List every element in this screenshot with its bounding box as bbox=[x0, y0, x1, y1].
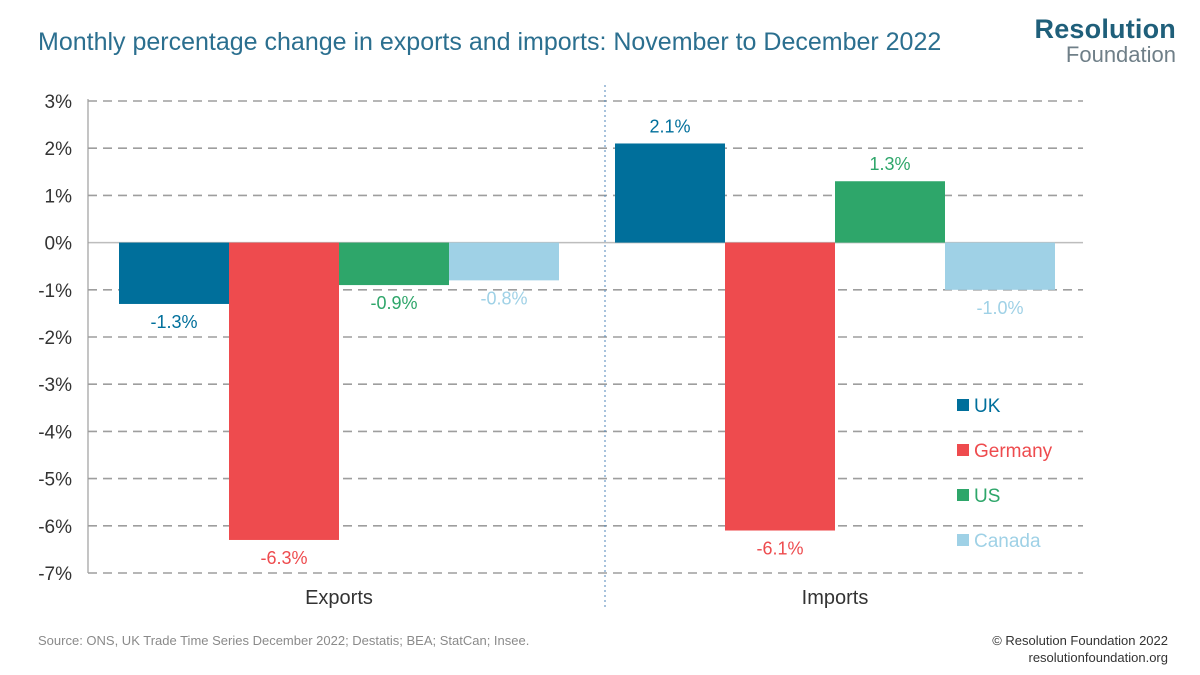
legend-label-uk: UK bbox=[974, 396, 1001, 417]
y-tick-label: 0% bbox=[45, 234, 73, 255]
x-category-label: Exports bbox=[305, 587, 373, 609]
bar-germany-exports bbox=[229, 242, 339, 540]
bar-us-exports bbox=[339, 242, 449, 286]
legend-label-canada: Canada bbox=[974, 531, 1041, 552]
bar-germany-imports bbox=[725, 242, 835, 531]
source-note: Source: ONS, UK Trade Time Series Decemb… bbox=[38, 633, 530, 648]
y-tick-label: -7% bbox=[38, 564, 72, 585]
bar-canada-imports bbox=[945, 242, 1055, 290]
copyright-text: © Resolution Foundation 2022 bbox=[992, 633, 1168, 648]
bar-canada-exports bbox=[449, 242, 559, 281]
data-label: 2.1% bbox=[649, 116, 690, 136]
bar-uk-imports bbox=[615, 143, 725, 243]
legend-label-us: US bbox=[974, 486, 1000, 507]
data-label: -1.3% bbox=[150, 312, 197, 332]
legend-swatch-uk bbox=[957, 399, 969, 411]
x-category-label: Imports bbox=[802, 587, 869, 609]
y-tick-label: -5% bbox=[38, 470, 72, 491]
y-tick-label: 1% bbox=[45, 186, 73, 207]
y-tick-label: -3% bbox=[38, 375, 72, 396]
data-label: -0.8% bbox=[480, 288, 527, 308]
legend-swatch-us bbox=[957, 489, 969, 501]
y-tick-label: -1% bbox=[38, 281, 72, 302]
bar-us-imports bbox=[835, 181, 945, 243]
bar-uk-exports bbox=[119, 242, 229, 304]
data-label: -6.1% bbox=[756, 539, 803, 559]
website-url: resolutionfoundation.org bbox=[1028, 650, 1169, 665]
footer-credits: © Resolution Foundation 2022 resolutionf… bbox=[992, 632, 1168, 666]
data-label: -6.3% bbox=[260, 548, 307, 568]
y-tick-label: -4% bbox=[38, 422, 72, 443]
resolution-foundation-logo: Resolution Foundation bbox=[1035, 16, 1177, 66]
y-tick-label: -6% bbox=[38, 517, 72, 538]
legend-swatch-germany bbox=[957, 444, 969, 456]
y-tick-label: -2% bbox=[38, 328, 72, 349]
chart-title: Monthly percentage change in exports and… bbox=[38, 28, 942, 56]
data-label: 1.3% bbox=[869, 154, 910, 174]
y-tick-label: 2% bbox=[45, 139, 73, 160]
logo-line-1: Resolution bbox=[1034, 14, 1176, 44]
logo-line-2: Foundation bbox=[1065, 42, 1176, 67]
legend-swatch-canada bbox=[957, 534, 969, 546]
data-label: -0.9% bbox=[370, 293, 417, 313]
legend-label-germany: Germany bbox=[974, 441, 1053, 462]
y-tick-label: 3% bbox=[45, 92, 73, 113]
data-label: -1.0% bbox=[976, 298, 1023, 318]
